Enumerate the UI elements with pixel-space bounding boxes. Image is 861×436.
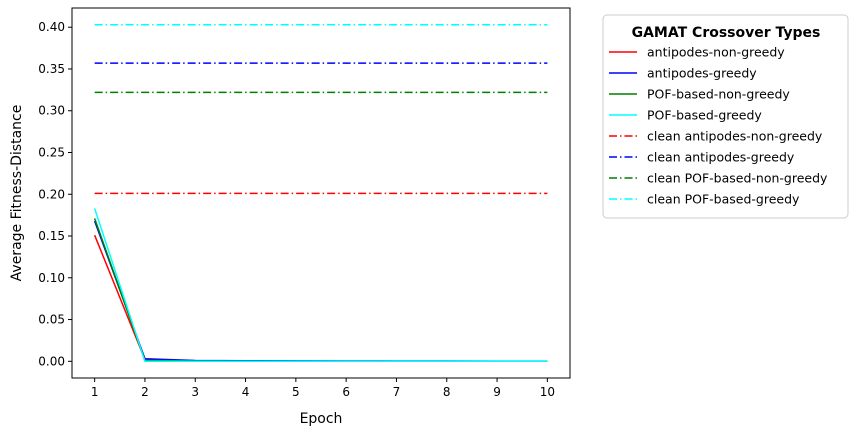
plot-frame <box>71 7 571 379</box>
x-axis-ticks: 1 2 3 4 5 6 7 8 9 10 <box>91 378 555 399</box>
y-tick-label: 0.15 <box>38 229 65 243</box>
y-tick-label: 0.10 <box>38 271 65 285</box>
legend-entry: clean POF-based-greedy <box>609 192 800 207</box>
legend-label: POF-based-greedy <box>647 108 762 123</box>
legend-entry: clean antipodes-greedy <box>609 150 795 165</box>
legend: GAMAT Crossover Types antipodes-non-gree… <box>602 14 849 219</box>
y-tick-label: 0.40 <box>38 20 65 34</box>
x-tick-label: 2 <box>141 385 149 399</box>
x-tick-label: 1 <box>91 385 99 399</box>
plot-area <box>93 23 548 363</box>
y-tick-label: 0.35 <box>38 62 65 76</box>
x-tick-label: 5 <box>292 385 300 399</box>
legend-label: POF-based-non-greedy <box>647 87 790 102</box>
x-tick-label: 3 <box>191 385 199 399</box>
legend-entry: POF-based-greedy <box>609 108 762 123</box>
legend-entry: POF-based-non-greedy <box>609 87 790 102</box>
x-axis-label: Epoch <box>300 411 343 427</box>
series-line-3 <box>93 218 548 362</box>
legend-label: antipodes-greedy <box>647 66 757 81</box>
legend-items: antipodes-non-greedy antipodes-greedy POF-… <box>609 45 828 207</box>
x-tick-label: 4 <box>242 385 250 399</box>
legend-frame <box>602 14 849 219</box>
legend-title: GAMAT Crossover Types <box>632 25 821 41</box>
y-tick-label: 0.05 <box>38 313 65 327</box>
legend-label: clean POF-based-greedy <box>647 192 800 207</box>
legend-entry: clean antipodes-non-greedy <box>609 129 823 144</box>
legend-entry: antipodes-greedy <box>609 66 757 81</box>
legend-entry: antipodes-non-greedy <box>609 45 785 60</box>
x-tick-label: 7 <box>393 385 401 399</box>
x-tick-label: 6 <box>342 385 350 399</box>
y-tick-label: 0.00 <box>38 354 65 368</box>
legend-label: clean antipodes-non-greedy <box>647 129 823 144</box>
y-tick-label: 0.25 <box>38 145 65 159</box>
legend-label: clean antipodes-greedy <box>647 150 795 165</box>
legend-label: antipodes-non-greedy <box>647 45 785 60</box>
series-line-4 <box>93 208 548 363</box>
y-tick-label: 0.20 <box>38 187 65 201</box>
series-line-1 <box>93 234 548 362</box>
y-tick-label: 0.30 <box>38 104 65 118</box>
legend-entry: clean POF-based-non-greedy <box>609 171 828 186</box>
y-axis-ticks: 0.00 0.05 0.10 0.15 0.20 0.25 0.30 0.35 0.40 <box>38 20 72 368</box>
y-axis-label: Average Fitness-Distance <box>9 105 25 282</box>
series-line-2 <box>93 220 548 362</box>
legend-label: clean POF-based-non-greedy <box>647 171 828 186</box>
x-tick-label: 8 <box>443 385 451 399</box>
x-tick-label: 9 <box>493 385 501 399</box>
x-tick-label: 10 <box>540 385 555 399</box>
